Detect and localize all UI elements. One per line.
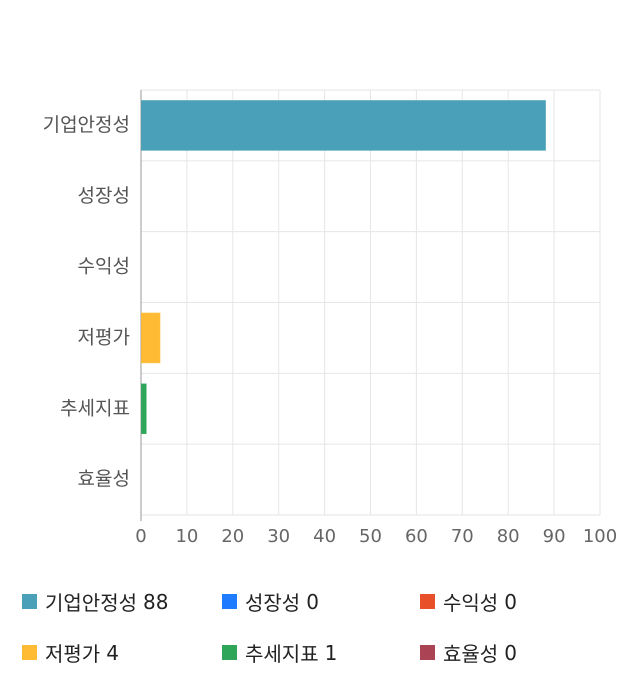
legend-value: 0 [504, 640, 517, 665]
legend-label: 수익성 [443, 591, 499, 615]
legend-item-4: 추세지표 1 [222, 638, 337, 667]
x-tick-label: 100 [583, 526, 617, 547]
category-label: 효율성 [78, 468, 130, 490]
x-tick-label: 20 [221, 526, 244, 547]
legend-item-5: 효율성 0 [420, 638, 517, 667]
legend-swatch-icon [22, 645, 37, 660]
category-label: 성장성 [78, 185, 130, 207]
legend-item-1: 성장성 0 [222, 587, 319, 616]
legend-value: 4 [106, 640, 119, 665]
bar-3 [141, 312, 161, 364]
legend-swatch-icon [222, 645, 237, 660]
x-tick-label: 50 [359, 526, 382, 547]
legend-swatch-icon [420, 645, 435, 660]
x-tick-label: 0 [135, 526, 146, 547]
legend-label: 효율성 [443, 642, 499, 666]
legend-label: 기업안정성 [45, 591, 137, 615]
x-tick-label: 90 [543, 526, 566, 547]
legend-swatch-icon [22, 594, 37, 609]
legend-label: 추세지표 [245, 642, 319, 666]
bar-4 [141, 383, 147, 435]
category-label: 추세지표 [60, 397, 130, 419]
legend-value: 88 [143, 589, 169, 614]
x-tick-label: 60 [405, 526, 428, 547]
category-label: 수익성 [78, 256, 130, 278]
x-tick-label: 10 [175, 526, 198, 547]
legend-label: 저평가 [45, 642, 101, 666]
legend-value: 1 [324, 640, 338, 665]
legend-swatch-icon [420, 594, 435, 609]
legend-item-2: 수익성 0 [420, 587, 517, 616]
legend-value: 0 [306, 589, 319, 614]
bar-0 [141, 100, 546, 151]
x-tick-label: 40 [313, 526, 336, 547]
x-tick-label: 80 [497, 526, 520, 547]
legend-label: 성장성 [245, 591, 301, 615]
x-tick-label: 30 [267, 526, 290, 547]
legend-item-3: 저평가 4 [22, 638, 119, 667]
category-label: 저평가 [78, 326, 130, 348]
x-tick-label: 70 [451, 526, 474, 547]
category-label: 기업안정성 [43, 114, 130, 136]
legend-value: 0 [504, 589, 517, 614]
legend-item-0: 기업안정성 88 [22, 587, 168, 616]
legend-swatch-icon [222, 594, 237, 609]
